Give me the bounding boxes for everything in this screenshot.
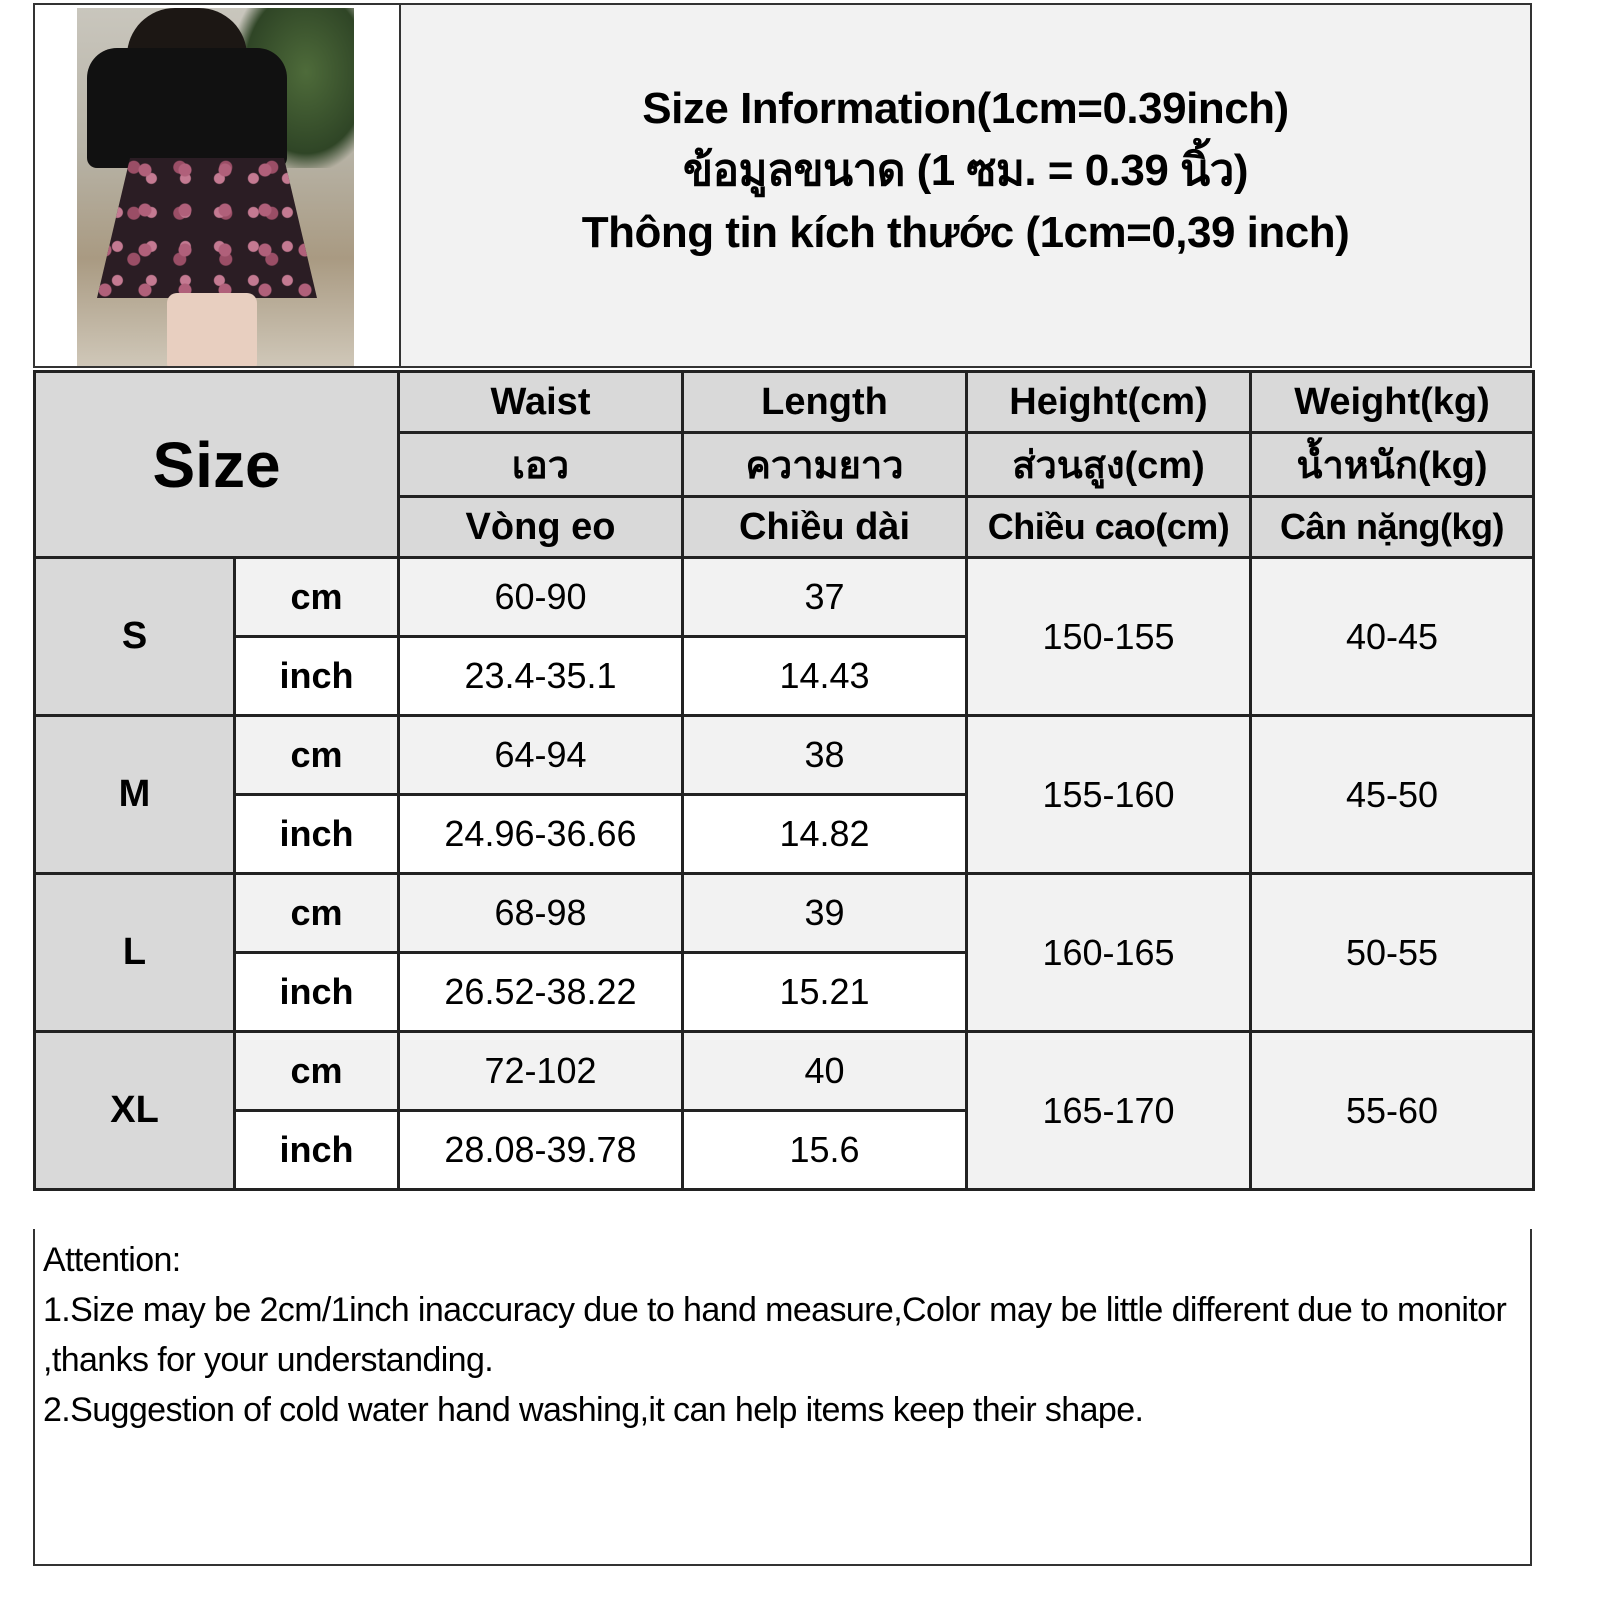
header-weight-en: Weight(kg) bbox=[1249, 370, 1535, 434]
table-row: inch 26.52-38.22 15.21 bbox=[35, 951, 1534, 1033]
length-cm: 39 bbox=[681, 872, 968, 954]
size-label: S bbox=[33, 556, 236, 717]
length-inch: 15.6 bbox=[681, 1109, 968, 1191]
height-range: 165-170 bbox=[965, 1030, 1252, 1191]
notes-heading: Attention: bbox=[43, 1241, 181, 1279]
size-table: Size Waist Length Height(cm) Weight(kg) … bbox=[33, 370, 1535, 1191]
header-waist-vi: Vòng eo bbox=[397, 495, 684, 559]
weight-range: 50-55 bbox=[1249, 872, 1535, 1033]
header-weight-vi: Cân nặng(kg) bbox=[1249, 495, 1535, 559]
height-range: 155-160 bbox=[965, 714, 1252, 875]
table-row: XL cm 72-102 40 165-170 55-60 bbox=[33, 1030, 1535, 1191]
note-item: 2.Suggestion of cold water hand washing,… bbox=[43, 1391, 1144, 1429]
waist-inch: 26.52-38.22 bbox=[397, 951, 684, 1033]
product-photo-cell bbox=[35, 5, 401, 366]
header-length-en: Length bbox=[681, 370, 968, 434]
unit-inch: inch bbox=[233, 951, 400, 1033]
waist-cm: 68-98 bbox=[397, 872, 684, 954]
height-range: 150-155 bbox=[965, 556, 1252, 717]
header-section: Size Information(1cm=0.39inch) ข้อมูลขนา… bbox=[33, 3, 1532, 368]
waist-cm: 72-102 bbox=[397, 1030, 684, 1112]
unit-cm: cm bbox=[233, 872, 400, 954]
note-item: 1.Size may be 2cm/1inch inaccuracy due t… bbox=[43, 1291, 1507, 1379]
title-block: Size Information(1cm=0.39inch) ข้อมูลขนา… bbox=[401, 5, 1530, 366]
weight-range: 40-45 bbox=[1249, 556, 1535, 717]
unit-cm: cm bbox=[233, 556, 400, 638]
length-inch: 14.43 bbox=[681, 635, 968, 717]
unit-cm: cm bbox=[233, 714, 400, 796]
waist-cm: 64-94 bbox=[397, 714, 684, 796]
length-inch: 14.82 bbox=[681, 793, 968, 875]
unit-inch: inch bbox=[233, 1109, 400, 1191]
size-label: XL bbox=[33, 1030, 236, 1191]
header-height-vi: Chiều cao(cm) bbox=[965, 495, 1252, 559]
height-range: 160-165 bbox=[965, 872, 1252, 1033]
waist-inch: 24.96-36.66 bbox=[397, 793, 684, 875]
product-photo bbox=[77, 8, 354, 366]
weight-range: 45-50 bbox=[1249, 714, 1535, 875]
weight-range: 55-60 bbox=[1249, 1030, 1535, 1191]
attention-notes: Attention: 1.Size may be 2cm/1inch inacc… bbox=[33, 1229, 1532, 1566]
waist-cm: 60-90 bbox=[397, 556, 684, 638]
title-vietnamese: Thông tin kích thước (1cm=0,39 inch) bbox=[581, 207, 1350, 257]
header-height-th: ส่วนสูง(cm) bbox=[965, 431, 1252, 498]
unit-inch: inch bbox=[233, 635, 400, 717]
table-row: inch 28.08-39.78 15.6 bbox=[35, 1109, 1534, 1191]
size-header: Size bbox=[33, 370, 400, 559]
length-cm: 40 bbox=[681, 1030, 968, 1112]
header-length-vi: Chiều dài bbox=[681, 495, 968, 559]
size-label: L bbox=[33, 872, 236, 1033]
length-cm: 38 bbox=[681, 714, 968, 796]
length-cm: 37 bbox=[681, 556, 968, 638]
waist-inch: 23.4-35.1 bbox=[397, 635, 684, 717]
size-label: M bbox=[33, 714, 236, 875]
header-height-en: Height(cm) bbox=[965, 370, 1252, 434]
length-inch: 15.21 bbox=[681, 951, 968, 1033]
title-thai: ข้อมูลขนาด (1 ซม. = 0.39 นิ้ว) bbox=[682, 145, 1249, 195]
header-waist-en: Waist bbox=[397, 370, 684, 434]
title-english: Size Information(1cm=0.39inch) bbox=[642, 83, 1289, 133]
unit-cm: cm bbox=[233, 1030, 400, 1112]
header-length-th: ความยาว bbox=[681, 431, 968, 498]
header-weight-th: น้ำหนัก(kg) bbox=[1249, 431, 1535, 498]
waist-inch: 28.08-39.78 bbox=[397, 1109, 684, 1191]
unit-inch: inch bbox=[233, 793, 400, 875]
table-row: inch 24.96-36.66 14.82 bbox=[35, 793, 1534, 875]
header-waist-th: เอว bbox=[397, 431, 684, 498]
table-row: inch 23.4-35.1 14.43 bbox=[35, 635, 1534, 717]
